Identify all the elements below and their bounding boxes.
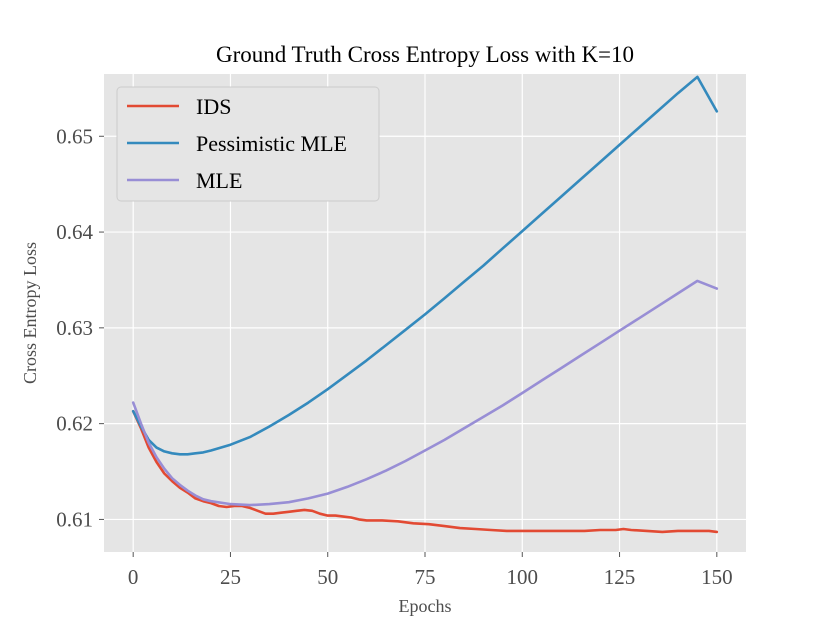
y-axis-label: Cross Entropy Loss: [20, 242, 40, 384]
legend-label-ids: IDS: [196, 94, 231, 119]
x-axis-ticks: 0 25 50 75 100 125 150: [128, 552, 733, 589]
y-tick-label: 0.62: [56, 412, 93, 436]
legend-label-mle: MLE: [196, 168, 242, 193]
x-axis-label: Epochs: [399, 596, 452, 616]
chart-title: Ground Truth Cross Entropy Loss with K=1…: [216, 42, 634, 67]
legend-box: [116, 86, 380, 202]
series-line-mle: [131, 279, 719, 507]
series-line-pessimistic-mle: [131, 75, 719, 456]
y-tick-label: 0.65: [56, 124, 93, 148]
x-tick-label: 75: [415, 565, 436, 589]
legend-label-pessimistic-mle: Pessimistic MLE: [196, 131, 347, 156]
series-layer: [131, 75, 719, 534]
series-line-ids: [131, 409, 719, 534]
y-tick-label: 0.61: [56, 507, 93, 531]
x-tick-label: 100: [507, 565, 539, 589]
y-tick-label: 0.64: [56, 220, 93, 244]
x-tick-label: 0: [128, 565, 139, 589]
y-tick-label: 0.63: [56, 316, 93, 340]
legend: IDS Pessimistic MLE MLE: [116, 86, 380, 202]
x-tick-label: 25: [220, 565, 241, 589]
x-tick-label: 125: [604, 565, 636, 589]
x-tick-label: 50: [317, 565, 338, 589]
x-tick-label: 150: [701, 565, 733, 589]
y-axis-ticks: 0.61 0.62 0.63 0.64 0.65: [56, 124, 104, 531]
